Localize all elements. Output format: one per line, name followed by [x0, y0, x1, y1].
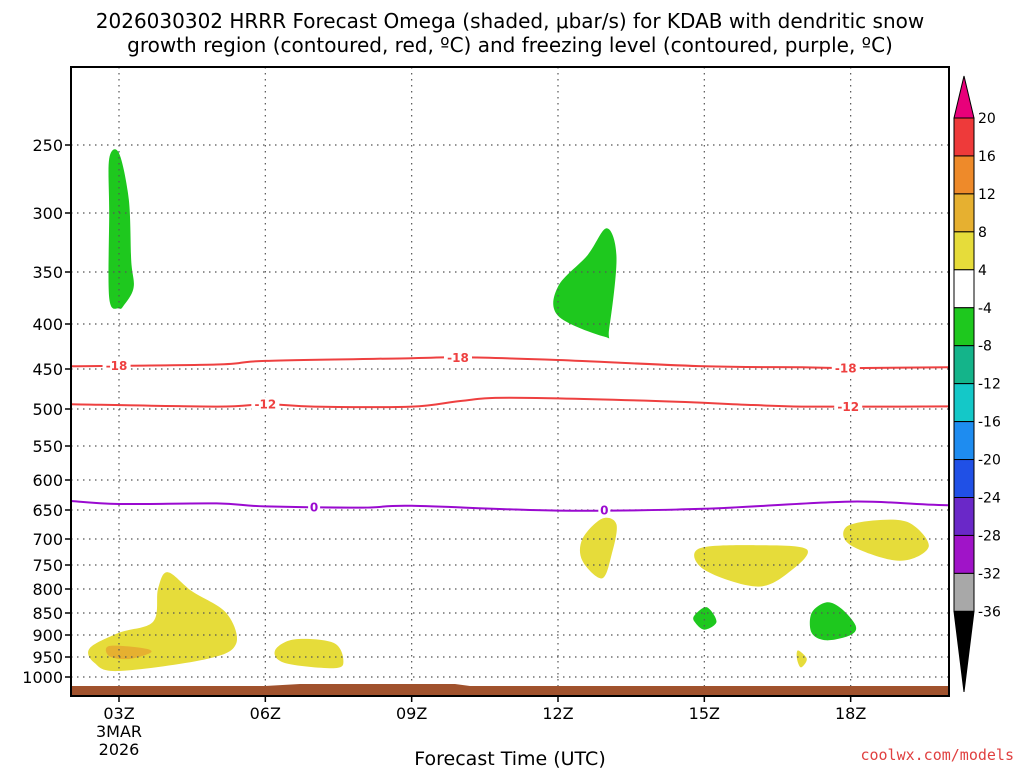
- contour-label-dgz_-18C: -18: [106, 359, 128, 373]
- x-tick-label-03Z: 03Z: [103, 704, 134, 723]
- colorbar-tick-4: 4: [978, 263, 987, 279]
- omega-region-upward-1230Z-350hPa: [553, 228, 617, 339]
- colorbar-tick--16: -16: [978, 415, 1001, 431]
- terrain-layer: [71, 684, 949, 696]
- plot-frame: [70, 66, 950, 697]
- y-tick-label-700: 700: [32, 530, 63, 549]
- colorbar-tick--12: -12: [978, 377, 1001, 393]
- omega-region-downward-1250Z-720hPa: [579, 517, 617, 579]
- colorbar-segment: [953, 383, 975, 423]
- y-tick-label-400: 400: [32, 315, 63, 334]
- y-tick-label-300: 300: [32, 204, 63, 223]
- x-tick-label-06Z: 06Z: [250, 704, 281, 723]
- omega-region-upward-1515Z-870hPa: [693, 607, 717, 630]
- colorbar-segment: [953, 534, 975, 574]
- colorbar-segment: [953, 459, 975, 498]
- x-tick-year: 2026: [99, 740, 140, 759]
- omega-region-upward-1630Z-880hPa: [809, 602, 857, 641]
- contour-label-bg: [598, 503, 611, 518]
- pressure-axis: 250 300 350 400 450 500 550 600 650 700 750 800 850 9…: [22, 136, 71, 687]
- colorbar-tick--8: -8: [978, 339, 992, 355]
- x-axis-label: Forecast Time (UTC): [414, 748, 605, 768]
- colorbar-segment: [953, 117, 975, 157]
- colorbar-segment: [953, 269, 975, 309]
- chart-title-line2: growth region (contoured, red, ºC) and f…: [127, 33, 893, 57]
- y-tick-label-250: 250: [32, 136, 63, 155]
- colorbar-segment: [953, 193, 975, 233]
- colorbar-tick-20: 20: [978, 111, 996, 127]
- x-tick-label-09Z: 09Z: [396, 704, 427, 723]
- colorbar-tick-12: 12: [978, 187, 996, 203]
- contour-label-dgz_-12C: -12: [254, 398, 276, 412]
- colorbar-tick--28: -28: [978, 528, 1001, 544]
- colorbar-tick--36: -36: [978, 604, 1001, 620]
- colorbar-tick--20: -20: [978, 453, 1001, 469]
- y-tick-label-550: 550: [32, 437, 63, 456]
- x-tick-label-12Z: 12Z: [542, 704, 573, 723]
- colorbar-tick--4: -4: [978, 301, 992, 317]
- gridlines: [71, 67, 949, 696]
- y-tick-label-900: 900: [32, 626, 63, 645]
- terrain-bump: [265, 684, 470, 686]
- contour-label-freezing_level_0C: 0: [310, 501, 318, 515]
- contour-label-bg: [308, 500, 321, 514]
- y-tick-label-450: 450: [32, 360, 63, 379]
- contour-label-dgz_-18C: -18: [835, 362, 857, 376]
- colorbar-tick-8: 8: [978, 225, 987, 241]
- x-tick-label-15Z: 15Z: [689, 704, 720, 723]
- colorbar-cap-bottom: [953, 610, 975, 693]
- credit-text: coolwx.com/models: [860, 746, 1014, 764]
- contour-label-bg: [443, 350, 472, 365]
- contour-label-bg: [834, 399, 863, 414]
- contour-line-dgz_-18C: [71, 356, 949, 370]
- colorbar-segment: [953, 231, 975, 271]
- surface-terrain: [71, 686, 949, 696]
- y-tick-label-600: 600: [32, 471, 63, 490]
- y-tick-label-1000: 1000: [22, 668, 63, 687]
- contour-label-dgz_-12C: -12: [837, 400, 859, 414]
- colorbar-tick-16: 16: [978, 149, 996, 165]
- colorbar-segment: [953, 497, 975, 536]
- y-tick-label-800: 800: [32, 580, 63, 599]
- omega-region-downward-0730Z-940hPa: [274, 638, 344, 669]
- colorbar-segment: [953, 345, 975, 385]
- colorbar-segment: [953, 421, 975, 461]
- x-tick-label-18Z: 18Z: [835, 704, 866, 723]
- contour-label-freezing_level_0C: 0: [600, 504, 608, 518]
- contour-line-dgz_-12C: [71, 396, 949, 409]
- x-tick-date: 3MAR: [96, 722, 142, 741]
- omega-shading-layer: [88, 149, 929, 672]
- y-tick-label-750: 750: [32, 556, 63, 575]
- colorbar-tick--24: -24: [978, 491, 1001, 507]
- y-tick-label-850: 850: [32, 604, 63, 623]
- y-tick-label-650: 650: [32, 501, 63, 520]
- y-tick-label-500: 500: [32, 400, 63, 419]
- colorbar-segment: [953, 307, 975, 347]
- omega-colorbar: 20 16 12 8 4 -4 -8 -12 -16 -20 -24 -28 -32 -36: [953, 75, 1001, 693]
- colorbar-cap-top: [953, 75, 975, 119]
- omega-region-upward-0330Z-270hPa: [108, 149, 134, 309]
- colorbar-segment: [953, 155, 975, 195]
- contour-label-bg: [102, 358, 131, 373]
- contour-line-freezing_level_0C: [71, 500, 949, 512]
- omega-region-downward-1800Z-700hPa: [843, 519, 929, 561]
- colorbar-segment: [953, 572, 975, 612]
- contour-label-bg: [251, 397, 280, 412]
- contour-label-dgz_-18C: -18: [447, 351, 469, 365]
- chart-title-line1: 2026030302 HRRR Forecast Omega (shaded, …: [96, 9, 924, 33]
- colorbar-tick--32: -32: [978, 566, 1001, 582]
- contour-layer: -18 -18 -18 -12 -12 0 0: [71, 350, 949, 518]
- omega-region-downward-0330Z-940hPa-core: [105, 645, 152, 660]
- y-tick-label-950: 950: [32, 648, 63, 667]
- y-tick-label-350: 350: [32, 263, 63, 282]
- omega-region-downward-1600Z-740hPa: [694, 545, 808, 587]
- omega-region-downward-1900Z-960hPa: [796, 650, 807, 668]
- contour-label-bg: [831, 361, 860, 376]
